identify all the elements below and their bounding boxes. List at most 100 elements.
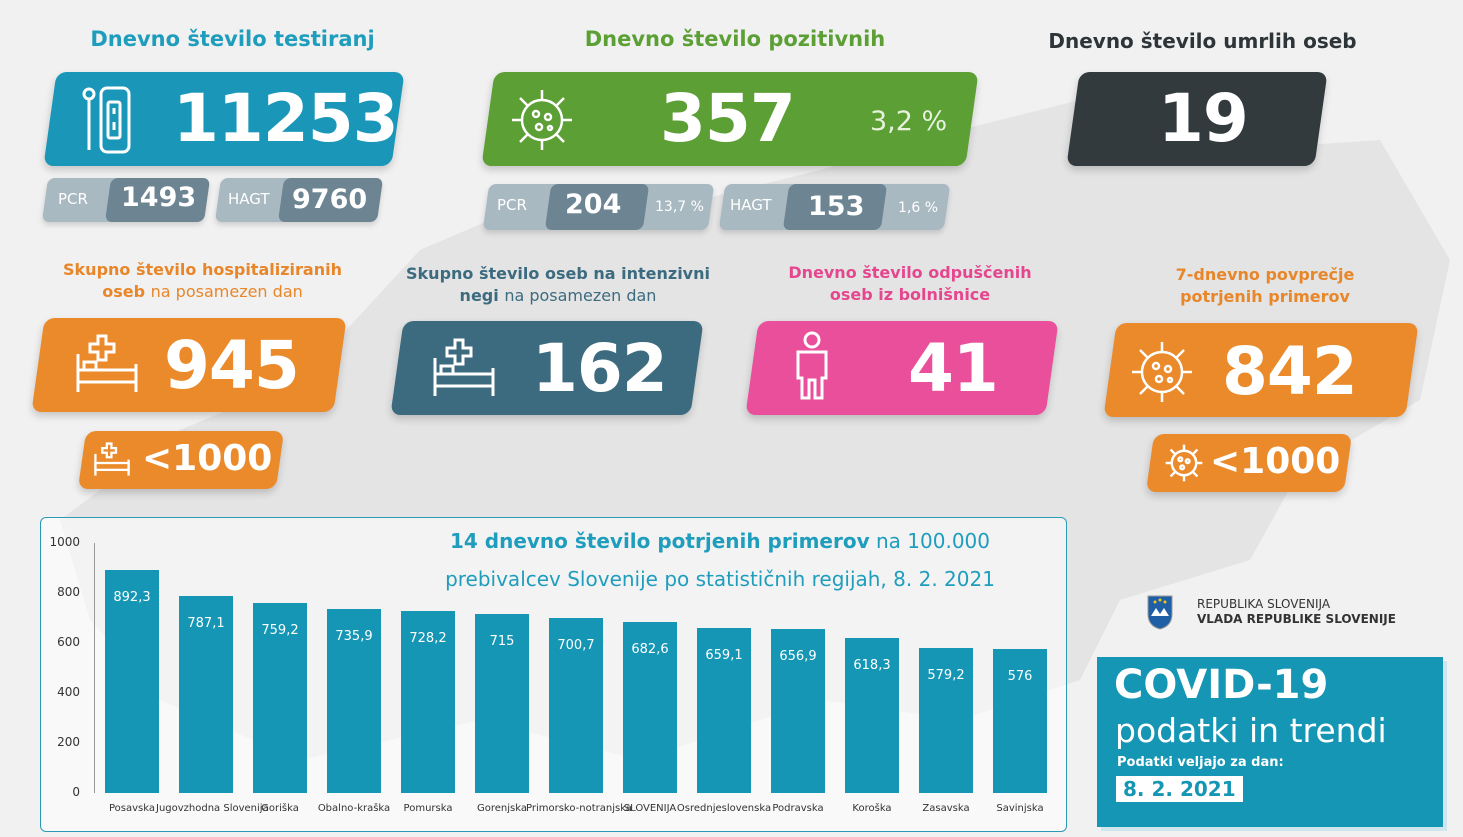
chart-bar xyxy=(327,609,381,793)
government-line1: REPUBLIKA SLOVENIJA xyxy=(1197,597,1331,611)
category-label: Primorsko-notranjska xyxy=(526,803,632,814)
covid-box-title: COVID-19 xyxy=(1114,662,1329,708)
test-tube-icon xyxy=(82,86,131,154)
tests-title: Dnevno število testiranj xyxy=(90,27,375,51)
tests-value: 11253 xyxy=(173,80,399,157)
chart-bar xyxy=(401,610,455,793)
virus-icon xyxy=(1132,342,1192,402)
icu-title-light: na posamezen dan xyxy=(504,286,657,305)
hospital-bed-icon xyxy=(433,338,495,396)
y-tick-label: 800 xyxy=(57,585,80,599)
hospital-bed-icon xyxy=(94,442,130,476)
chart-bar xyxy=(919,648,973,793)
avg7-title: 7-dnevno povprečje potrjenih primerov xyxy=(1120,264,1410,308)
positive-hagt-value: 153 xyxy=(808,191,865,222)
discharged-title-line2: oseb iz bolnišnice xyxy=(829,285,991,304)
bar-value-label: 659,1 xyxy=(705,648,743,664)
bar-value-label: 579,2 xyxy=(927,668,965,684)
avg7-value: 842 xyxy=(1222,333,1358,410)
hospital-bed-icon xyxy=(76,334,138,392)
hospitalized-title-light: na posamezen dan xyxy=(150,282,303,301)
bar-value-label: 618,3 xyxy=(853,658,891,674)
icu-title-line2: negi xyxy=(459,286,499,305)
virus-icon xyxy=(1165,444,1203,482)
discharged-title-line1: Dnevno število odpuščenih xyxy=(788,263,1032,282)
category-label: Osrednjeslovenska xyxy=(676,803,772,814)
chart-bar xyxy=(253,603,307,793)
positive-pcr-label: PCR xyxy=(497,196,527,214)
chart-bar xyxy=(179,596,233,793)
positive-hagt-percent: 1,6 % xyxy=(898,200,939,216)
chart-bar xyxy=(549,617,603,793)
deaths-title: Dnevno število umrlih oseb xyxy=(1048,29,1357,53)
chart-bar xyxy=(697,628,751,793)
bar-value-label: 576 xyxy=(1007,669,1033,684)
tests-hagt-label: HAGT xyxy=(228,190,270,208)
y-tick-label: 1000 xyxy=(49,535,80,549)
bar-value-label: 759,2 xyxy=(261,623,299,639)
tests-pcr-label: PCR xyxy=(58,190,88,208)
y-tick-label: 600 xyxy=(57,635,80,649)
bar-value-label: 700,7 xyxy=(557,637,595,653)
chart-bar xyxy=(623,622,677,793)
positive-title: Dnevno število pozitivnih xyxy=(584,27,886,51)
patient-icon xyxy=(796,331,828,400)
hospitalized-value: 945 xyxy=(164,327,300,404)
virus-icon xyxy=(512,90,572,150)
tests-hagt-value: 9760 xyxy=(292,184,368,215)
category-label: Jugovzhodna Slovenija xyxy=(156,803,269,814)
chart-title-line2: prebivalcev Slovenije po statističnih re… xyxy=(445,567,995,591)
icu-title-line1: Skupno število oseb na intenzivni xyxy=(406,264,710,283)
bar-value-label: 682,6 xyxy=(631,642,669,658)
avg7-threshold: <1000 xyxy=(1210,441,1341,482)
bar-value-label: 735,9 xyxy=(335,629,373,645)
positive-pcr-percent: 13,7 % xyxy=(655,199,704,215)
hospitalized-title-line1: Skupno število hospitaliziranih xyxy=(63,260,342,279)
chart-bar xyxy=(993,649,1047,793)
category-label: Podravska xyxy=(772,803,824,814)
bar-value-label: 728,2 xyxy=(409,630,447,646)
category-label: Koroška xyxy=(852,803,892,814)
bar-value-label: 787,1 xyxy=(187,616,225,632)
positive-pcr-value: 204 xyxy=(565,189,622,220)
y-tick-label: 400 xyxy=(57,685,80,699)
chart-title-bold: 14 dnevno število potrjenih primerov xyxy=(449,529,870,553)
category-label: Savinjska xyxy=(996,803,1044,814)
avg7-title-line2: potrjenih primerov xyxy=(1180,287,1350,306)
covid-box-valid-label: Podatki veljajo za dan: xyxy=(1117,755,1284,770)
discharged-value: 41 xyxy=(908,330,999,407)
category-label: Gorenjska xyxy=(477,803,527,814)
coat-of-arms-icon xyxy=(1147,595,1173,630)
hospitalized-threshold: <1000 xyxy=(142,438,273,479)
y-tick-label: 0 xyxy=(72,785,80,799)
category-label: Posavska xyxy=(108,803,155,814)
hospitalized-title-line2: oseb xyxy=(102,282,146,301)
positive-hagt-label: HAGT xyxy=(730,196,772,214)
category-label: Pomurska xyxy=(403,803,453,814)
bar-value-label: 715 xyxy=(489,634,515,650)
y-tick-label: 200 xyxy=(57,735,80,749)
category-label: SLOVENIJA xyxy=(623,803,677,814)
category-label: Obalno-kraška xyxy=(317,803,391,814)
chart-title: 14 dnevno število potrjenih primerov na … xyxy=(395,522,1045,598)
icu-value: 162 xyxy=(532,330,668,407)
category-label: Zasavska xyxy=(922,803,970,814)
category-label: Goriška xyxy=(261,803,299,814)
covid-box-date: 8. 2. 2021 xyxy=(1116,776,1243,802)
chart-bar xyxy=(845,638,899,793)
bar-value-label: 656,9 xyxy=(779,648,817,664)
chart-bar xyxy=(105,569,159,793)
chart-y-axis xyxy=(94,543,95,793)
icu-title: Skupno število oseb na intenzivni negi n… xyxy=(388,263,728,307)
chart-bar xyxy=(771,628,825,793)
discharged-title: Dnevno število odpuščenih oseb iz bolniš… xyxy=(760,262,1060,306)
avg7-title-line1: 7-dnevno povprečje xyxy=(1175,265,1355,284)
government-line2: VLADA REPUBLIKE SLOVENIJE xyxy=(1197,612,1396,626)
tests-pcr-value: 1493 xyxy=(121,182,197,213)
chart-title-rest: na 100.000 xyxy=(876,529,990,553)
covid-box-subtitle: podatki in trendi xyxy=(1115,711,1387,750)
positive-value: 357 xyxy=(660,80,796,157)
bar-value-label: 892,3 xyxy=(113,589,151,605)
positive-percent: 3,2 % xyxy=(870,106,948,137)
deaths-value: 19 xyxy=(1158,80,1249,157)
